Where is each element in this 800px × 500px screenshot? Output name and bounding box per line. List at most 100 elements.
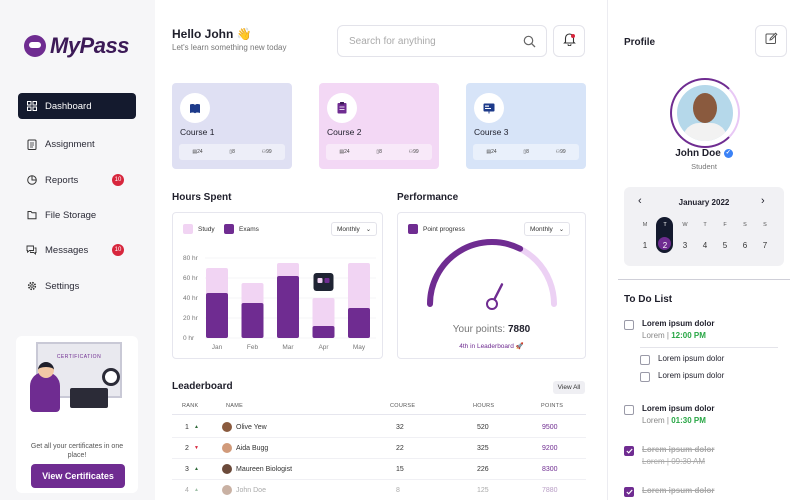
todo-item-done[interactable]: Lorem ipsum dolor — [624, 486, 714, 497]
sidebar-item-file-storage[interactable]: File Storage — [18, 202, 136, 228]
course-stats: ▤24 ▯8 ⚇99 — [473, 144, 579, 160]
course-card[interactable]: Course 2 ▤24 ▯8 ⚇99 — [319, 83, 439, 169]
sidebar-item-label: Assignment — [45, 138, 95, 150]
sidebar-item-reports[interactable]: Reports 10 — [18, 167, 136, 193]
prev-month-icon[interactable]: ‹ — [638, 195, 642, 207]
calendar-date[interactable]: 4 — [702, 241, 708, 250]
sidebar-item-settings[interactable]: Settings — [18, 273, 136, 299]
avatar — [222, 443, 232, 453]
students-count: ⚇99 — [408, 149, 419, 155]
sidebar-item-label: Dashboard — [45, 100, 92, 112]
search-input[interactable]: Search for anything — [337, 25, 547, 57]
todo-checkbox[interactable] — [640, 372, 650, 382]
todo-item[interactable]: Lorem ipsum dolor Lorem | 12:00 PM — [624, 319, 714, 340]
calendar-month: January 2022 — [678, 198, 730, 207]
next-month-icon[interactable]: › — [761, 195, 765, 207]
weekday-label: W — [682, 222, 688, 228]
tooltip-study-swatch — [317, 278, 323, 283]
course-stats: ▤24 ▯8 ⚇99 — [326, 144, 432, 160]
chevron-down-icon: ⌄ — [558, 226, 565, 233]
verified-icon: ✓ — [723, 148, 733, 158]
legend-study: Study — [183, 224, 215, 234]
col-points: POINTS — [541, 403, 564, 409]
logo-mark-icon — [24, 35, 46, 57]
calendar-date[interactable]: 3 — [682, 241, 688, 250]
view-all-button[interactable]: View All — [553, 381, 585, 394]
y-tick-label: 0 hr — [183, 335, 195, 342]
search-icon[interactable] — [523, 35, 536, 51]
todo-text: Lorem ipsum dolor — [658, 354, 725, 363]
calendar-date[interactable]: 6 — [742, 241, 748, 250]
sidebar-item-messages[interactable]: Messages 10 — [18, 237, 136, 263]
slides-icon — [474, 93, 504, 123]
calendar-date[interactable]: 2 — [662, 241, 668, 250]
todo-checkbox-checked[interactable] — [624, 446, 634, 456]
promo-text: Get all your certificates in one place! — [30, 443, 124, 459]
hours-period-dropdown[interactable]: Monthly ⌄ — [331, 222, 378, 236]
todo-text: Lorem ipsum dolor — [642, 319, 715, 328]
todo-checkbox[interactable] — [624, 405, 634, 415]
profile-avatar[interactable] — [670, 78, 740, 148]
rank-line: 4th in Leaderboard 🚀 — [398, 342, 585, 350]
todo-time: Lorem | 12:00 PM — [642, 331, 706, 340]
dropdown-value: Monthly — [530, 225, 553, 233]
brand-logo[interactable]: MyPass — [24, 33, 129, 59]
x-tick-label: Jan — [212, 344, 223, 351]
points-cell: 9200 — [542, 445, 558, 452]
y-tick-label: 40 hr — [183, 295, 199, 302]
todo-subitem[interactable]: Lorem ipsum dolor — [640, 371, 724, 382]
notifications-button[interactable] — [553, 25, 585, 57]
calendar-date[interactable]: 7 — [762, 241, 768, 250]
course-cell: 15 — [396, 466, 404, 473]
calendar-date[interactable]: 5 — [722, 241, 728, 250]
table-row[interactable]: 2 ▼ Aida Bugg 22 325 9200 — [172, 438, 586, 459]
todo-text: Lorem ipsum dolor — [642, 404, 715, 413]
student-illustration — [30, 372, 60, 412]
view-certificates-button[interactable]: View Certificates — [31, 464, 125, 488]
messages-badge: 10 — [112, 244, 124, 256]
hours-spent-title: Hours Spent — [172, 192, 232, 203]
hours-cell: 325 — [477, 445, 489, 452]
todo-checkbox[interactable] — [624, 320, 634, 330]
todo-subitem[interactable]: Lorem ipsum dolor — [640, 354, 724, 365]
edit-profile-button[interactable] — [755, 25, 787, 57]
grid-icon — [26, 101, 37, 112]
table-row[interactable]: 1 ▲ Olive Yew 32 520 9500 — [172, 417, 586, 438]
profile-name: John Doe ✓ — [608, 148, 800, 159]
todo-checkbox[interactable] — [640, 355, 650, 365]
course-title: Course 3 — [474, 127, 509, 137]
calendar-date[interactable]: 1 — [642, 241, 648, 250]
col-name: NAME — [226, 403, 244, 409]
todo-item-done[interactable]: Lorem ipsum dolor Lorem | 09:30 AM — [624, 445, 714, 466]
edit-icon — [765, 32, 778, 50]
todo-checkbox-checked[interactable] — [624, 487, 634, 497]
chart-tooltip — [313, 273, 334, 291]
medal-icon — [102, 368, 120, 386]
points-line: Your points: 7880 — [398, 324, 585, 335]
weekday-label: T — [703, 222, 707, 228]
chat-icon — [26, 245, 37, 256]
notebook-icon — [327, 93, 357, 123]
course-card[interactable]: Course 1 ▤24 ▯8 ⚇99 — [172, 83, 292, 169]
rank-text: 4th in Leaderboard — [459, 343, 514, 350]
legend-exams: Exams — [224, 224, 259, 234]
points-cell: 9500 — [542, 424, 558, 431]
sidebar-item-dashboard[interactable]: Dashboard — [18, 93, 136, 119]
sidebar-item-label: Settings — [45, 280, 80, 292]
leaderboard-title: Leaderboard — [172, 381, 233, 392]
right-panel: Profile John Doe ✓ Student ‹ January 2022… — [607, 0, 800, 500]
assignments-count: ▯8 — [229, 149, 235, 155]
table-row[interactable]: 4 ▲ John Doe 8 125 7880 — [172, 480, 586, 500]
table-row[interactable]: 3 ▲ Maureen Biologist 15 226 8300 — [172, 459, 586, 480]
todo-item[interactable]: Lorem ipsum dolor Lorem | 01:30 PM — [624, 404, 714, 425]
header-divider — [172, 414, 586, 415]
course-card[interactable]: Course 3 ▤24 ▯8 ⚇99 — [466, 83, 586, 169]
sidebar-item-assignment[interactable]: Assignment — [18, 131, 136, 157]
weekday-label: F — [723, 222, 727, 228]
performance-card: Point progress Monthly ⌄ Your points: 78… — [397, 212, 586, 359]
todo-title: To Do List — [624, 294, 673, 305]
lessons-count: ▤24 — [192, 149, 203, 155]
performance-period-dropdown[interactable]: Monthly ⌄ — [524, 222, 571, 236]
students-count: ⚇99 — [261, 149, 272, 155]
avatar-face — [693, 93, 717, 123]
